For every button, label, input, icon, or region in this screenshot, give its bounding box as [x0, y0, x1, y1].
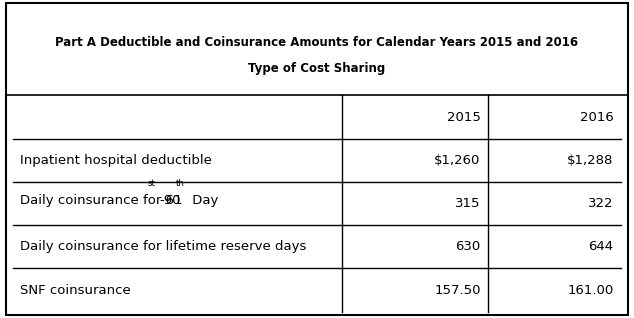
Text: th: th	[176, 179, 184, 188]
Text: 2016: 2016	[580, 111, 614, 123]
Text: Daily coinsurance for 61: Daily coinsurance for 61	[20, 194, 183, 206]
Text: 157.50: 157.50	[434, 284, 481, 296]
Text: Part A Deductible and Coinsurance Amounts for Calendar Years 2015 and 2016: Part A Deductible and Coinsurance Amount…	[55, 37, 579, 49]
Text: -90: -90	[160, 194, 181, 206]
Text: 315: 315	[455, 197, 481, 210]
Text: st: st	[148, 179, 155, 188]
Text: $1,260: $1,260	[434, 154, 481, 167]
Text: $1,288: $1,288	[567, 154, 614, 167]
Text: 644: 644	[588, 240, 614, 253]
Text: Daily coinsurance for lifetime reserve days: Daily coinsurance for lifetime reserve d…	[20, 240, 307, 253]
Text: 2015: 2015	[447, 111, 481, 123]
Text: 322: 322	[588, 197, 614, 210]
Text: 161.00: 161.00	[567, 284, 614, 296]
Text: Day: Day	[188, 194, 218, 206]
Text: 630: 630	[455, 240, 481, 253]
Text: Type of Cost Sharing: Type of Cost Sharing	[249, 62, 385, 75]
Text: SNF coinsurance: SNF coinsurance	[20, 284, 131, 296]
Text: Inpatient hospital deductible: Inpatient hospital deductible	[20, 154, 212, 167]
